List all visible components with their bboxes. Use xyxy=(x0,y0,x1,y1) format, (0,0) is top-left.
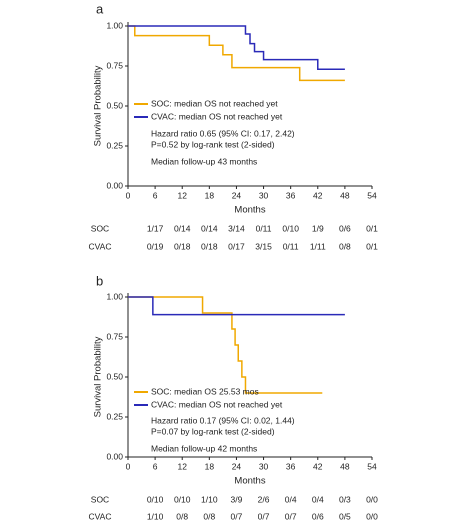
risk-row-label: SOC xyxy=(91,494,109,504)
x-tick-label: 42 xyxy=(313,461,323,471)
risk-cell: 0/1 xyxy=(366,223,378,233)
risk-cell: 0/1 xyxy=(366,241,378,251)
x-tick-label: 12 xyxy=(177,461,187,471)
risk-cell: 0/5 xyxy=(339,511,351,521)
risk-cell: 2/6 xyxy=(258,494,270,504)
risk-cell: 1/17 xyxy=(147,223,164,233)
x-tick-label: 24 xyxy=(232,461,242,471)
risk-cell: 0/7 xyxy=(258,511,270,521)
legend-label: CVAC: median OS not reached yet xyxy=(151,111,283,121)
y-tick-label: 0.00 xyxy=(106,451,123,461)
annotation: P=0.52 by log-rank test (2-sided) xyxy=(151,139,275,149)
risk-cell: 0/10 xyxy=(147,494,164,504)
x-tick-label: 48 xyxy=(340,461,350,471)
x-tick-label: 54 xyxy=(367,190,377,200)
risk-cell: 0/10 xyxy=(282,223,299,233)
legend-label: SOC: median OS not reached yet xyxy=(151,98,278,108)
annotation: Hazard ratio 0.17 (95% CI: 0.02, 1.44) xyxy=(151,415,295,425)
x-tick-label: 18 xyxy=(205,461,215,471)
risk-cell: 0/8 xyxy=(339,241,351,251)
risk-cell: 0/3 xyxy=(339,494,351,504)
risk-cell: 0/6 xyxy=(312,511,324,521)
y-tick-label: 0.00 xyxy=(106,180,123,190)
annotation: Median follow-up 43 months xyxy=(151,156,257,166)
risk-cell: 0/14 xyxy=(174,223,191,233)
risk-cell: 0/14 xyxy=(201,223,218,233)
x-tick-label: 42 xyxy=(313,190,323,200)
legend-label: SOC: median OS 25.53 mos xyxy=(151,386,259,396)
risk-cell: 0/10 xyxy=(174,494,191,504)
risk-cell: 0/0 xyxy=(366,511,378,521)
risk-cell: 0/19 xyxy=(147,241,164,251)
risk-cell: 1/11 xyxy=(310,241,326,251)
x-tick-label: 0 xyxy=(126,461,131,471)
y-tick-label: 1.00 xyxy=(106,20,123,30)
risk-cell: 0/4 xyxy=(312,494,324,504)
annotation: Hazard ratio 0.65 (95% CI: 0.17, 2.42) xyxy=(151,128,295,138)
y-tick-label: 0.75 xyxy=(106,331,123,341)
x-tick-label: 36 xyxy=(286,461,296,471)
y-axis-label: Survival Probability xyxy=(93,65,104,146)
x-tick-label: 0 xyxy=(126,190,131,200)
x-tick-label: 6 xyxy=(153,461,158,471)
risk-cell: 1/9 xyxy=(312,223,324,233)
risk-cell: 3/14 xyxy=(228,223,245,233)
x-tick-label: 54 xyxy=(367,461,377,471)
y-tick-label: 0.50 xyxy=(106,100,123,110)
panel-label: b xyxy=(96,273,103,288)
risk-cell: 3/9 xyxy=(231,494,243,504)
legend-label: CVAC: median OS not reached yet xyxy=(151,399,283,409)
survival-curve xyxy=(128,25,345,70)
risk-cell: 0/17 xyxy=(228,241,245,251)
risk-cell: 3/15 xyxy=(255,241,272,251)
annotation: P=0.07 by log-rank test (2-sided) xyxy=(151,426,275,436)
survival-curve xyxy=(128,296,345,316)
annotation: Median follow-up 42 months xyxy=(151,443,257,453)
x-axis-label: Months xyxy=(234,476,265,487)
y-tick-label: 0.50 xyxy=(106,371,123,381)
risk-cell: 1/10 xyxy=(201,494,218,504)
risk-cell: 0/0 xyxy=(366,494,378,504)
risk-cell: 0/8 xyxy=(176,511,188,521)
x-tick-label: 18 xyxy=(205,190,215,200)
risk-cell: 0/18 xyxy=(174,241,191,251)
panel: a Survival Probability Months 0.00 0.25 0.50 0… xyxy=(89,1,379,251)
x-tick-label: 48 xyxy=(340,190,350,200)
x-tick-label: 12 xyxy=(177,190,187,200)
y-tick-label: 1.00 xyxy=(106,291,123,301)
survival-curve xyxy=(128,25,345,82)
risk-cell: 0/7 xyxy=(231,511,243,521)
risk-cell: 0/11 xyxy=(283,241,299,251)
x-tick-label: 30 xyxy=(259,190,269,200)
risk-row-label: CVAC xyxy=(89,241,112,251)
x-axis-label: Months xyxy=(234,205,265,216)
panel-label: a xyxy=(96,1,104,16)
x-tick-label: 30 xyxy=(259,461,269,471)
y-axis-label: Survival Probability xyxy=(93,336,104,417)
x-tick-label: 24 xyxy=(232,190,242,200)
risk-cell: 0/11 xyxy=(256,223,272,233)
risk-cell: 0/4 xyxy=(285,494,297,504)
risk-cell: 0/8 xyxy=(203,511,215,521)
x-tick-label: 36 xyxy=(286,190,296,200)
y-tick-label: 0.25 xyxy=(106,140,123,150)
survival-curve xyxy=(128,296,323,394)
x-tick-label: 6 xyxy=(153,190,158,200)
y-tick-label: 0.75 xyxy=(106,60,123,70)
risk-cell: 0/6 xyxy=(339,223,351,233)
risk-cell: 1/10 xyxy=(147,511,164,521)
y-tick-label: 0.25 xyxy=(106,411,123,421)
risk-cell: 0/7 xyxy=(285,511,297,521)
risk-cell: 0/18 xyxy=(201,241,218,251)
risk-row-label: CVAC xyxy=(89,511,112,521)
panel: b Survival Probability Months 0.00 0.25 0.50 0… xyxy=(89,273,379,521)
risk-row-label: SOC xyxy=(91,223,109,233)
